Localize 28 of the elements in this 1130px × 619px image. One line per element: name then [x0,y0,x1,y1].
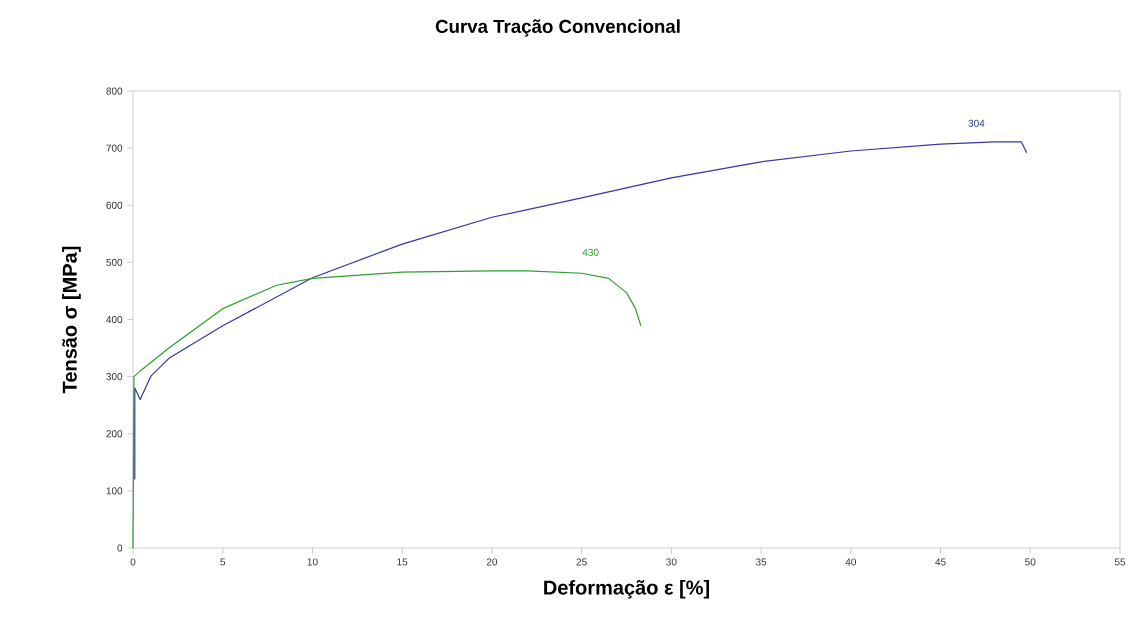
x-tick-label: 55 [1114,558,1126,566]
y-tick-label: 600 [106,201,123,209]
x-tick-label: 45 [935,558,946,566]
y-tick-label: 500 [106,258,123,266]
x-tick-label: 15 [397,558,408,566]
y-tick-label: 400 [106,315,123,324]
x-tick-label: 5 [220,558,226,566]
series-label: 304 [968,119,985,127]
x-tick-label: 35 [755,558,767,566]
x-tick-label: 0 [130,558,136,566]
chart-title: Curva Tração Convencional [435,19,680,37]
x-tick-label: 30 [666,558,677,566]
line-series [134,141,1028,481]
x-tick-label: 20 [486,558,498,566]
y-tick-label: 700 [106,144,123,152]
x-tick-label: 50 [1025,558,1036,566]
x-tick-label: 10 [307,558,318,566]
y-tick-label: 200 [106,430,123,438]
y-tick-label: 100 [106,487,123,495]
y-axis-title: Tensão σ [MPa] [62,246,81,394]
y-tick-label: 800 [106,87,123,95]
series-label: 430 [582,248,599,256]
y-tick-label: 300 [106,373,123,381]
y-tick-label: 0 [117,544,123,552]
x-axis-title: Deformação ε [%] [544,579,710,599]
line-series [132,270,642,549]
x-tick-label: 25 [576,558,587,566]
x-tick-label: 40 [845,558,856,566]
